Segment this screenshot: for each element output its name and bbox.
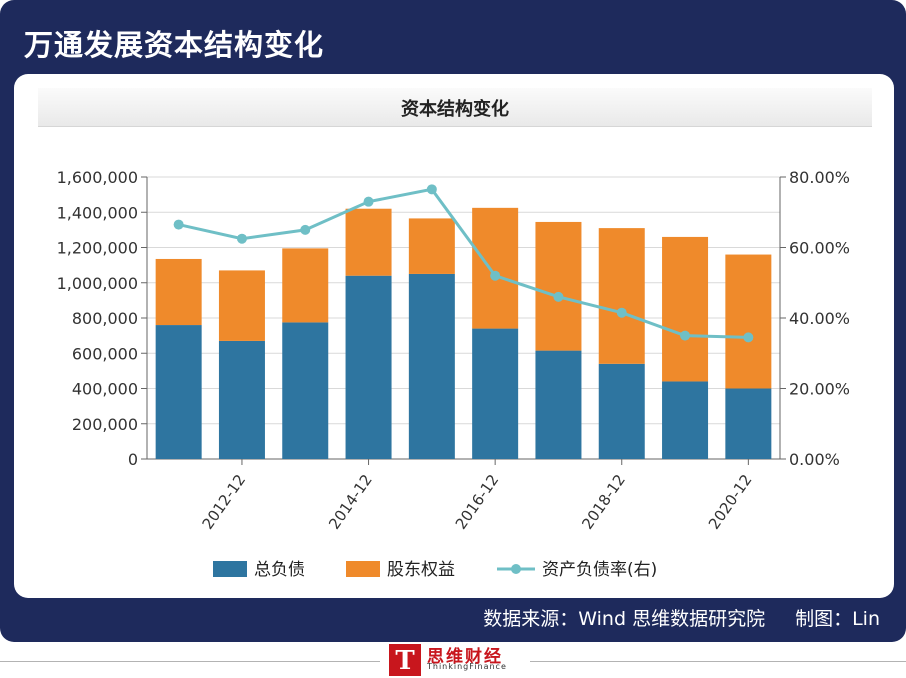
debt-ratio-point [236,233,247,244]
debt-ratio-point [616,307,627,318]
source-text: 数据来源：Wind 思维数据研究院 [483,608,766,630]
legend-swatch-equity [346,561,380,577]
bar-total-liabilities [472,328,519,459]
logo-en: ThinkingFinance [427,662,507,671]
y-left-tick-label: 1,400,000 [57,203,138,222]
y-left-tick-label: 1,200,000 [57,239,138,258]
debt-ratio-point [680,330,691,341]
debt-ratio-point [426,184,437,195]
legend-label-total-liabilities: 总负债 [254,560,305,580]
y-right-tick-label: 0.00% [789,450,840,469]
x-tick-label: 2016-12 [452,471,503,533]
bar-equity [725,254,772,389]
debt-ratio-point [300,224,311,235]
x-tick-label: 2020-12 [705,471,756,533]
credit-text: 制图：Lin [795,608,880,630]
y-left-tick-label: 400,000 [72,380,138,399]
legend-marker-debt-ratio [511,564,521,574]
chart-header: 资本结构变化 [38,88,872,127]
logo-mark: T [389,644,421,676]
capital-structure-chart: 0 200,000 400,000 600,000 800,000 1,000,000 1,… [57,168,850,580]
bar-equity [662,236,709,382]
y-right-tick-label: 60.00% [789,239,850,258]
footer-rule-left [0,661,380,662]
bar-equity [598,228,645,364]
y-left-tick-label: 600,000 [72,344,138,363]
footer-source: 数据来源：Wind 思维数据研究院 制图：Lin [483,604,880,631]
banner-title: 万通发展资本结构变化 [24,28,325,62]
y-right-tick-label: 40.00% [789,309,850,328]
bar-total-liabilities [725,388,772,459]
chart-title: 资本结构变化 [401,99,509,120]
legend-label-debt-ratio: 资产负债率(右) [542,560,657,580]
bar-equity [408,218,455,274]
debt-ratio-point [490,270,501,281]
bar-total-liabilities [535,350,582,459]
y-left-tick-label: 0 [128,450,138,469]
y-left-tick-label: 1,600,000 [57,168,138,187]
y-right-tick-label: 20.00% [789,380,850,399]
bar-equity [218,270,265,341]
bar-equity [155,258,202,326]
legend-label-equity: 股东权益 [387,560,455,580]
bar-equity [282,248,329,323]
y-left-tick-label: 1,000,000 [57,274,138,293]
x-tick-label: 2014-12 [325,471,376,533]
bar-total-liabilities [155,325,202,459]
bar-equity [345,208,392,276]
y-left-tick-label: 800,000 [72,309,138,328]
debt-ratio-point [363,196,374,207]
bar-equity [535,221,582,351]
bar-total-liabilities [282,322,329,459]
debt-ratio-point [743,332,754,343]
debt-ratio-point [553,291,564,302]
legend-swatch-total-liabilities [213,561,247,577]
bar-total-liabilities [662,381,709,459]
y-right-tick-label: 80.00% [789,168,850,187]
footer-rule-right [530,661,906,662]
bar-total-liabilities [345,275,392,459]
x-tick-label: 2012-12 [199,471,250,533]
bar-total-liabilities [598,363,645,459]
bar-equity [472,207,519,329]
debt-ratio-point [173,219,184,230]
bar-total-liabilities [218,340,265,459]
x-tick-label: 2018-12 [578,471,629,533]
y-left-tick-label: 200,000 [72,415,138,434]
debt-ratio-line [178,187,749,339]
bar-total-liabilities [408,273,455,459]
logo-cn: 思维财经 [427,647,503,667]
